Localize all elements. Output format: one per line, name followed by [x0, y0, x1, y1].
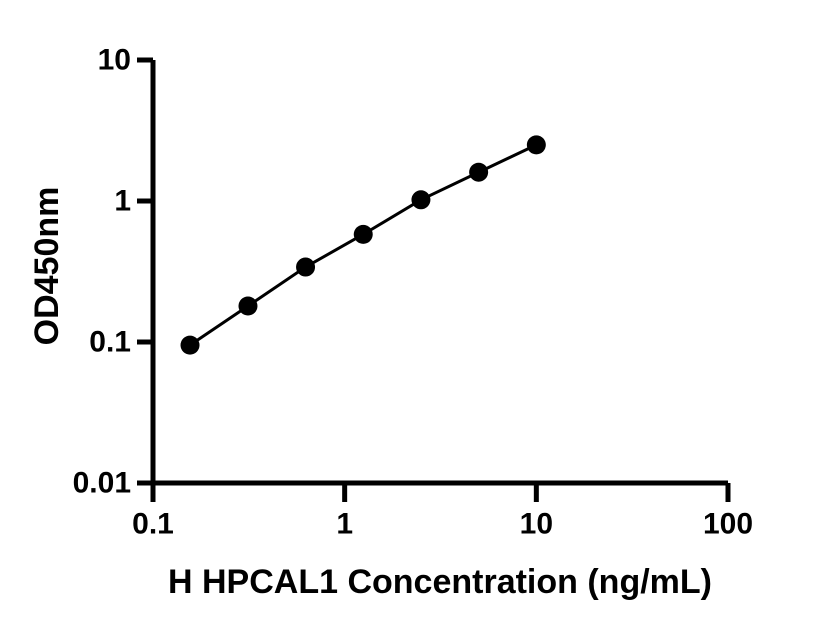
x-axis-title: H HPCAL1 Concentration (ng/mL) — [168, 563, 712, 601]
y-tick-label: 1 — [114, 185, 131, 218]
data-point-marker — [526, 135, 546, 155]
x-tick-label: 1 — [336, 508, 353, 541]
data-point-marker — [411, 190, 431, 210]
data-series-layer — [180, 135, 546, 355]
data-point-marker — [180, 335, 200, 355]
data-point-marker — [238, 296, 258, 316]
x-tick-label: 10 — [520, 508, 553, 541]
y-axis-title: OD450nm — [28, 187, 66, 346]
y-tick-label: 0.1 — [89, 326, 131, 359]
data-point-marker — [296, 257, 316, 277]
y-tick-label: 10 — [98, 44, 131, 77]
axis-frame — [150, 60, 728, 486]
y-tick-label: 0.01 — [73, 467, 131, 500]
axes-layer — [150, 60, 728, 486]
data-point-marker — [469, 162, 489, 182]
data-point-marker — [353, 224, 373, 244]
x-tick-label: 100 — [703, 508, 753, 541]
x-tick-label: 0.1 — [132, 508, 174, 541]
